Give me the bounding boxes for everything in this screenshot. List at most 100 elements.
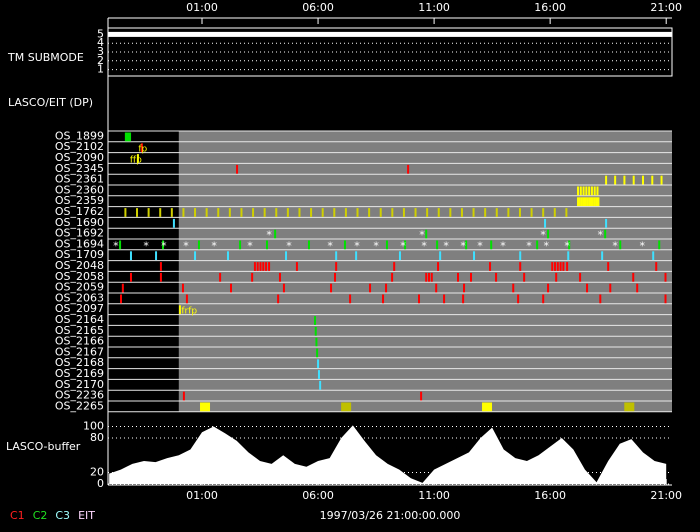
row-label: OS_1899	[55, 129, 104, 142]
event-tick	[310, 208, 313, 217]
event-symbol: *	[183, 239, 189, 252]
event-tick	[489, 262, 492, 271]
event-tick	[655, 262, 658, 271]
event-tick	[449, 208, 452, 217]
event-tick	[523, 272, 526, 282]
row-label: OS_2168	[55, 356, 104, 369]
event-tick	[495, 208, 498, 217]
event-tick	[473, 251, 476, 261]
buffer-tick-label: 80	[90, 431, 104, 444]
event-symbol: *	[612, 239, 618, 252]
event-tick	[124, 208, 127, 217]
event-tick	[182, 391, 185, 401]
event-tick	[119, 294, 122, 304]
event-tick	[315, 337, 318, 347]
event-tick	[507, 208, 510, 217]
row-label: OS_2360	[55, 183, 104, 196]
event-tick	[333, 208, 336, 217]
row-label: OS_2102	[55, 140, 104, 153]
event-tick	[542, 208, 545, 217]
event-tick	[652, 251, 655, 261]
event-tick	[317, 359, 320, 369]
bottom-tick-label: 16:00	[534, 489, 566, 502]
row-label: OS_2345	[55, 162, 104, 175]
event-tick	[275, 208, 278, 217]
row-label: OS_1692	[55, 227, 104, 240]
row-label: OS_1762	[55, 205, 104, 218]
event-tick	[658, 240, 661, 250]
event-tick	[565, 208, 568, 217]
event-tick	[178, 305, 181, 315]
event-tick	[252, 208, 255, 217]
event-tick	[443, 294, 446, 304]
event-tick	[274, 229, 277, 239]
event-tick	[194, 251, 197, 261]
legend-entry: C2	[33, 509, 48, 522]
event-symbol: *	[640, 239, 646, 252]
event-tick	[147, 208, 150, 217]
event-tick	[437, 262, 440, 271]
event-tick	[265, 240, 268, 250]
row-label: OS_2097	[55, 302, 104, 315]
event-tick	[597, 197, 600, 207]
submode-tick-label: 5	[97, 27, 104, 40]
event-tick	[385, 240, 388, 250]
event-tick	[355, 251, 358, 261]
event-tick	[129, 132, 132, 142]
bottom-tick-label: 21:00	[650, 489, 682, 502]
event-tick	[140, 143, 143, 153]
event-tick	[547, 229, 550, 239]
event-tick	[170, 208, 173, 217]
buffer-area	[109, 425, 667, 484]
event-tick	[596, 186, 599, 196]
legend-entry: C1	[10, 509, 25, 522]
submode-tick-label: 4	[97, 36, 104, 49]
top-tick-label: 11:00	[418, 1, 450, 14]
event-tick	[579, 186, 582, 196]
event-tick	[379, 208, 382, 217]
event-tick	[425, 229, 428, 239]
event-symbol: *	[477, 239, 483, 252]
event-tick	[556, 262, 559, 271]
event-symbol: *	[526, 239, 532, 252]
submode-level	[108, 31, 672, 37]
event-tick	[559, 262, 562, 271]
event-tick	[566, 262, 569, 271]
event-tick	[268, 262, 271, 271]
event-tick	[530, 208, 533, 217]
event-symbol: *	[543, 239, 549, 252]
event-tick	[553, 208, 556, 217]
event-tick	[256, 262, 259, 271]
event-tick	[316, 348, 319, 358]
legend-entry: EIT	[78, 509, 95, 522]
event-tick	[614, 175, 617, 185]
event-tick	[595, 197, 598, 207]
event-block	[482, 402, 493, 412]
event-tick	[470, 272, 473, 282]
event-label: frfp	[181, 307, 197, 317]
event-tick	[321, 208, 324, 217]
event-tick	[664, 294, 667, 304]
event-tick	[402, 208, 405, 217]
event-tick	[159, 208, 162, 217]
event-tick	[430, 272, 433, 282]
top-tick-label: 06:00	[302, 1, 334, 14]
event-tick	[495, 272, 498, 282]
event-tick	[314, 316, 317, 325]
event-tick	[182, 208, 185, 217]
event-tick	[228, 208, 231, 217]
top-tick-label: 16:00	[534, 1, 566, 14]
bottom-tick-label: 01:00	[186, 489, 218, 502]
event-tick	[607, 262, 610, 271]
row-label: OS_2164	[55, 313, 104, 326]
event-tick	[425, 272, 428, 282]
event-tick	[536, 240, 539, 250]
event-tick	[155, 251, 158, 261]
event-tick	[219, 272, 222, 282]
event-tick	[335, 262, 338, 271]
event-tick	[307, 240, 310, 250]
event-tick	[385, 283, 388, 293]
event-tick	[263, 208, 266, 217]
